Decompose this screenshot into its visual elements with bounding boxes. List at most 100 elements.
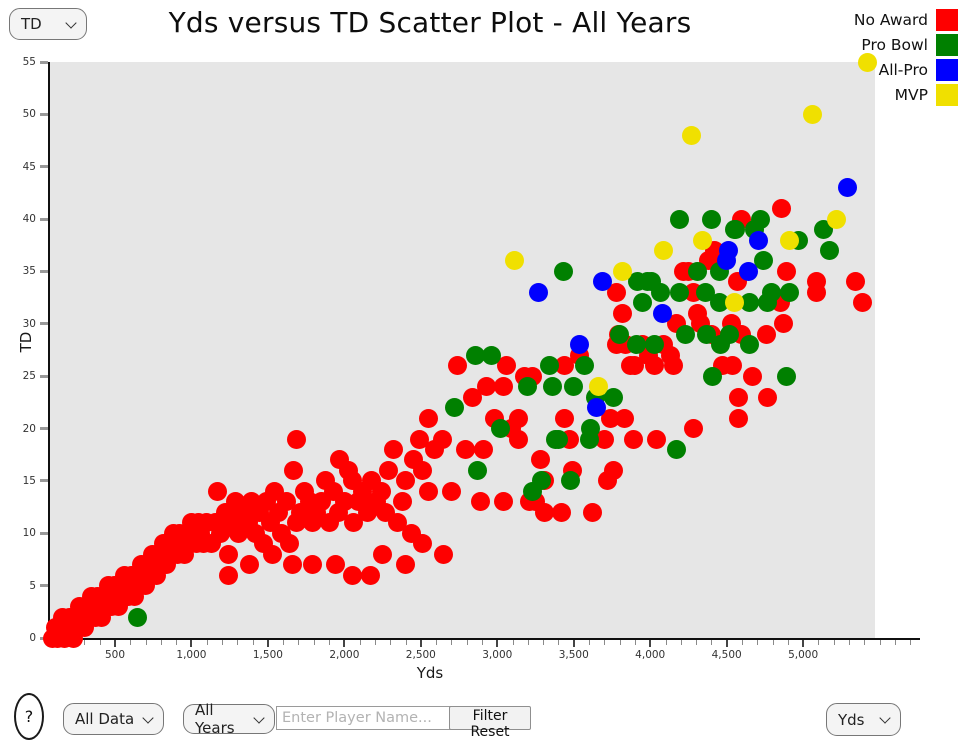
data-point[interactable] xyxy=(555,356,575,376)
data-point[interactable] xyxy=(776,261,796,281)
x-axis-variable-select[interactable]: Yds xyxy=(826,703,901,736)
data-point[interactable] xyxy=(287,429,307,449)
data-point[interactable] xyxy=(709,293,729,313)
data-point[interactable] xyxy=(542,377,562,397)
data-point[interactable] xyxy=(749,230,769,250)
year-filter-select[interactable]: All Years xyxy=(183,701,275,737)
legend-item[interactable]: No Award xyxy=(854,7,958,32)
data-point[interactable] xyxy=(720,324,740,344)
data-point[interactable] xyxy=(604,387,623,407)
data-point[interactable] xyxy=(729,408,749,428)
data-point[interactable] xyxy=(409,429,429,449)
data-point[interactable] xyxy=(651,282,671,302)
data-point[interactable] xyxy=(666,439,686,459)
data-point[interactable] xyxy=(633,293,653,313)
data-point[interactable] xyxy=(279,534,299,554)
data-point[interactable] xyxy=(455,439,475,459)
data-point[interactable] xyxy=(529,282,549,302)
data-point[interactable] xyxy=(614,408,634,428)
data-point[interactable] xyxy=(360,565,380,585)
data-point[interactable] xyxy=(652,303,672,323)
data-point[interactable] xyxy=(561,471,581,491)
data-point[interactable] xyxy=(695,282,715,302)
data-point[interactable] xyxy=(344,513,364,533)
data-point[interactable] xyxy=(857,52,877,72)
data-point[interactable] xyxy=(718,241,738,260)
player-name-input[interactable] xyxy=(276,706,452,730)
data-point[interactable] xyxy=(740,335,760,355)
data-point[interactable] xyxy=(581,419,601,439)
data-point[interactable] xyxy=(845,272,865,292)
data-point[interactable] xyxy=(325,555,345,575)
legend-item[interactable]: Pro Bowl xyxy=(854,32,958,57)
data-point[interactable] xyxy=(604,460,623,480)
data-point[interactable] xyxy=(493,377,513,397)
data-point[interactable] xyxy=(396,471,416,491)
data-point[interactable] xyxy=(481,345,501,365)
data-point[interactable] xyxy=(853,293,873,313)
data-point[interactable] xyxy=(761,282,781,302)
data-point[interactable] xyxy=(607,282,627,302)
data-point[interactable] xyxy=(240,555,260,575)
data-point[interactable] xyxy=(753,251,773,271)
data-point[interactable] xyxy=(570,335,590,355)
data-point[interactable] xyxy=(493,492,513,512)
data-point[interactable] xyxy=(574,356,594,376)
data-point[interactable] xyxy=(262,544,282,564)
data-point[interactable] xyxy=(779,230,799,250)
data-point[interactable] xyxy=(504,251,524,271)
data-point[interactable] xyxy=(807,272,827,292)
data-point[interactable] xyxy=(669,282,689,302)
legend-item[interactable]: All-Pro xyxy=(854,57,958,82)
data-point[interactable] xyxy=(373,544,393,564)
data-point[interactable] xyxy=(128,607,148,627)
data-point[interactable] xyxy=(276,492,296,512)
data-point[interactable] xyxy=(383,439,403,459)
data-point[interactable] xyxy=(645,335,665,355)
data-point[interactable] xyxy=(392,492,412,512)
data-point[interactable] xyxy=(548,429,568,449)
data-point[interactable] xyxy=(582,502,602,522)
data-point[interactable] xyxy=(593,272,613,292)
data-point[interactable] xyxy=(613,261,633,281)
data-point[interactable] xyxy=(564,377,584,397)
data-point[interactable] xyxy=(418,408,438,428)
data-point[interactable] xyxy=(646,429,666,449)
data-point[interactable] xyxy=(463,387,483,407)
data-point[interactable] xyxy=(683,419,703,439)
data-point[interactable] xyxy=(555,408,575,428)
data-point[interactable] xyxy=(282,555,302,575)
data-point[interactable] xyxy=(645,356,665,376)
data-point[interactable] xyxy=(743,366,763,386)
data-point[interactable] xyxy=(412,460,432,480)
data-point[interactable] xyxy=(626,335,646,355)
data-point[interactable] xyxy=(688,261,708,281)
data-point[interactable] xyxy=(441,481,461,501)
data-point[interactable] xyxy=(729,387,749,407)
data-point[interactable] xyxy=(740,293,760,313)
data-point[interactable] xyxy=(692,230,712,250)
data-point[interactable] xyxy=(756,324,776,344)
data-point[interactable] xyxy=(623,429,643,449)
data-point[interactable] xyxy=(723,356,743,376)
data-point[interactable] xyxy=(675,324,695,344)
data-point[interactable] xyxy=(681,125,701,145)
data-point[interactable] xyxy=(342,565,362,585)
data-point[interactable] xyxy=(750,209,770,229)
data-point[interactable] xyxy=(724,293,744,313)
help-button[interactable]: ? xyxy=(14,693,44,740)
data-point[interactable] xyxy=(532,471,552,491)
data-point[interactable] xyxy=(654,241,674,260)
data-point[interactable] xyxy=(530,450,550,470)
data-point[interactable] xyxy=(773,314,793,334)
data-point[interactable] xyxy=(396,555,416,575)
data-point[interactable] xyxy=(802,104,822,124)
data-point[interactable] xyxy=(448,356,468,376)
data-point[interactable] xyxy=(432,429,452,449)
data-point[interactable] xyxy=(444,398,464,418)
data-point[interactable] xyxy=(587,398,607,418)
data-point[interactable] xyxy=(466,345,486,365)
data-point[interactable] xyxy=(758,387,778,407)
data-point[interactable] xyxy=(594,429,614,449)
data-point[interactable] xyxy=(496,356,516,376)
